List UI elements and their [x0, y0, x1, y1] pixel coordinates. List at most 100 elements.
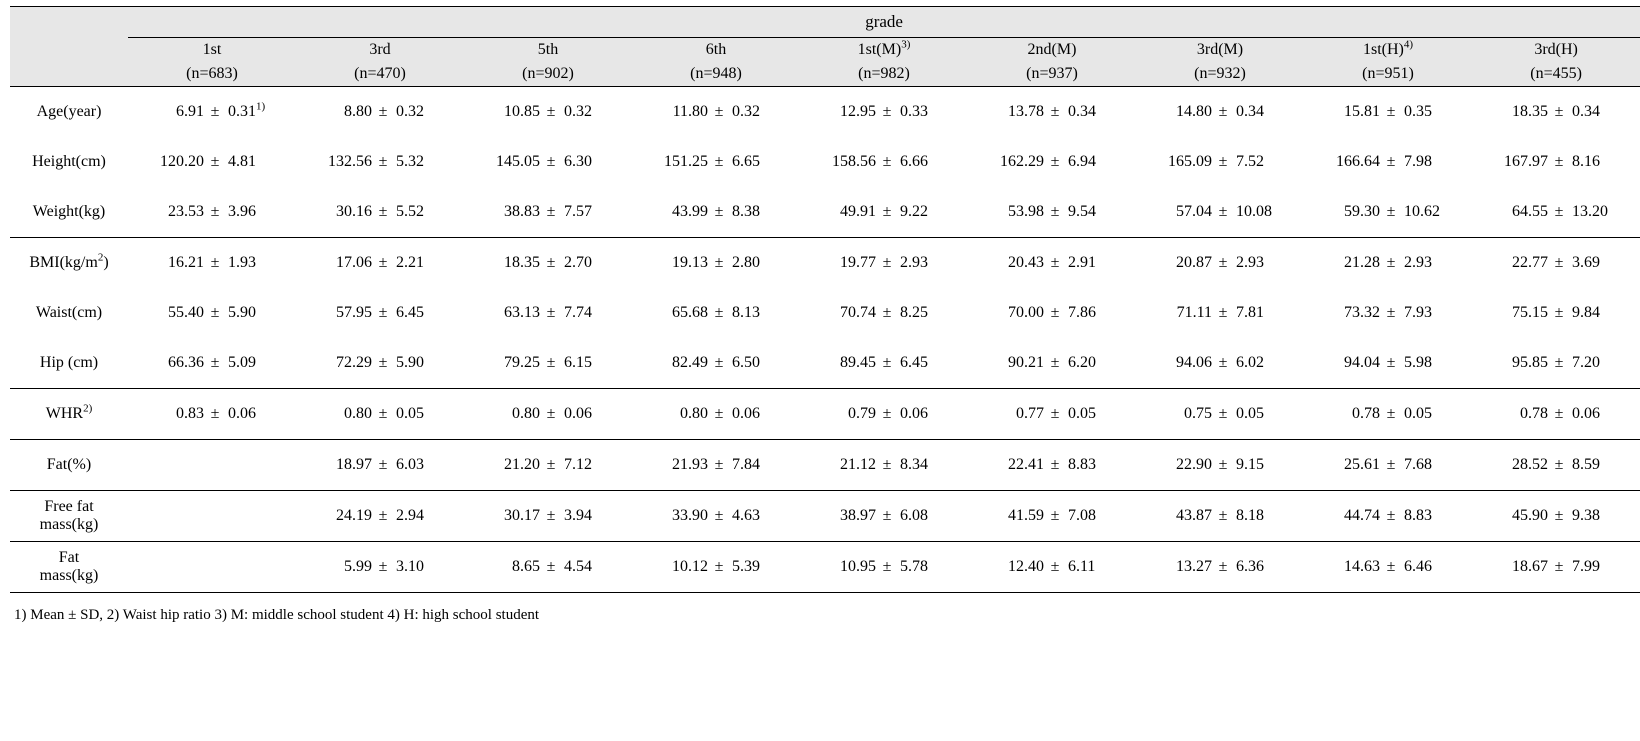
- cell-sd: 8.38: [728, 187, 800, 238]
- cell-plusminus: ±: [1214, 238, 1232, 289]
- cell-plusminus: ±: [878, 187, 896, 238]
- cell-sd: 0.32: [392, 87, 464, 138]
- cell-mean: 79.25: [464, 338, 542, 389]
- cell-plusminus: ±: [1382, 389, 1400, 440]
- cell-mean: 0.80: [464, 389, 542, 440]
- cell-sd: 7.98: [1400, 137, 1472, 187]
- cell-sd: 5.39: [728, 542, 800, 593]
- row-label: Weight(kg): [10, 187, 128, 238]
- cell-sd: 2.93: [1400, 238, 1472, 289]
- cell-mean: 0.75: [1136, 389, 1214, 440]
- header-group-n: (n=932): [1136, 62, 1304, 87]
- cell-sd: 6.36: [1232, 542, 1304, 593]
- cell-plusminus: ±: [1382, 238, 1400, 289]
- cell-plusminus: ±: [542, 238, 560, 289]
- cell-mean: 8.65: [464, 542, 542, 593]
- cell-mean: 94.06: [1136, 338, 1214, 389]
- header-group-title: 5th: [464, 38, 632, 63]
- cell-sd: [224, 491, 296, 542]
- cell-sd: 6.30: [560, 137, 632, 187]
- cell-sd: 0.34: [1568, 87, 1640, 138]
- cell-sd: 6.15: [560, 338, 632, 389]
- cell-plusminus: ±: [542, 137, 560, 187]
- cell-plusminus: ±: [206, 238, 224, 289]
- cell-plusminus: ±: [1046, 491, 1064, 542]
- cell-mean: 162.29: [968, 137, 1046, 187]
- cell-mean: 65.68: [632, 288, 710, 338]
- cell-sd: 6.11: [1064, 542, 1136, 593]
- cell-mean: 0.78: [1472, 389, 1550, 440]
- cell-plusminus: ±: [1046, 137, 1064, 187]
- cell-plusminus: ±: [878, 338, 896, 389]
- cell-plusminus: ±: [1550, 338, 1568, 389]
- cell-plusminus: ±: [374, 338, 392, 389]
- cell-plusminus: ±: [1550, 491, 1568, 542]
- cell-plusminus: ±: [710, 389, 728, 440]
- cell-plusminus: ±: [1214, 187, 1232, 238]
- cell-sd: 0.05: [1064, 389, 1136, 440]
- cell-plusminus: ±: [374, 137, 392, 187]
- cell-plusminus: ±: [1382, 87, 1400, 138]
- cell-plusminus: ±: [1550, 87, 1568, 138]
- cell-sd: 8.83: [1400, 491, 1472, 542]
- cell-sd: 2.93: [896, 238, 968, 289]
- cell-mean: [128, 491, 206, 542]
- cell-sd: 10.08: [1232, 187, 1304, 238]
- cell-sd: 0.06: [224, 389, 296, 440]
- cell-sd: 4.63: [728, 491, 800, 542]
- cell-plusminus: ±: [206, 338, 224, 389]
- cell-mean: 0.80: [296, 389, 374, 440]
- cell-mean: 63.13: [464, 288, 542, 338]
- cell-mean: 120.20: [128, 137, 206, 187]
- cell-sd: 2.21: [392, 238, 464, 289]
- cell-sd: 7.93: [1400, 288, 1472, 338]
- cell-sd: 7.52: [1232, 137, 1304, 187]
- cell-sd: 6.08: [896, 491, 968, 542]
- cell-sd: 0.05: [392, 389, 464, 440]
- cell-mean: 95.85: [1472, 338, 1550, 389]
- cell-mean: 0.83: [128, 389, 206, 440]
- cell-sd: 3.69: [1568, 238, 1640, 289]
- cell-sd: 6.46: [1400, 542, 1472, 593]
- cell-plusminus: ±: [1046, 238, 1064, 289]
- cell-sd: 1.93: [224, 238, 296, 289]
- cell-sd: 8.83: [1064, 440, 1136, 491]
- cell-sd: 0.32: [728, 87, 800, 138]
- cell-plusminus: ±: [710, 238, 728, 289]
- cell-mean: 21.20: [464, 440, 542, 491]
- cell-plusminus: ±: [710, 440, 728, 491]
- cell-sd: 7.86: [1064, 288, 1136, 338]
- cell-mean: 38.83: [464, 187, 542, 238]
- cell-mean: 16.21: [128, 238, 206, 289]
- cell-mean: 8.80: [296, 87, 374, 138]
- cell-sd: 0.311): [224, 87, 296, 138]
- header-group-title: 3rd: [296, 38, 464, 63]
- anthropometry-table: grade1st3rd5th6th1st(M)3)2nd(M)3rd(M)1st…: [10, 6, 1640, 593]
- cell-plusminus: ±: [710, 338, 728, 389]
- cell-sd: 9.15: [1232, 440, 1304, 491]
- cell-plusminus: ±: [206, 137, 224, 187]
- cell-plusminus: ±: [206, 187, 224, 238]
- cell-plusminus: ±: [1214, 137, 1232, 187]
- cell-plusminus: ±: [1046, 338, 1064, 389]
- cell-plusminus: ±: [710, 288, 728, 338]
- cell-sd: 0.05: [1232, 389, 1304, 440]
- cell-mean: 15.81: [1304, 87, 1382, 138]
- cell-mean: 22.41: [968, 440, 1046, 491]
- cell-sd: 7.20: [1568, 338, 1640, 389]
- cell-plusminus: ±: [710, 137, 728, 187]
- cell-sd: 8.18: [1232, 491, 1304, 542]
- header-group-n: (n=948): [632, 62, 800, 87]
- cell-sd: 8.25: [896, 288, 968, 338]
- cell-sd: 9.54: [1064, 187, 1136, 238]
- cell-mean: 21.12: [800, 440, 878, 491]
- cell-sd: 5.78: [896, 542, 968, 593]
- cell-mean: 17.06: [296, 238, 374, 289]
- cell-plusminus: ±: [374, 238, 392, 289]
- cell-sd: 7.99: [1568, 542, 1640, 593]
- row-label: WHR2): [10, 389, 128, 440]
- cell-plusminus: ±: [878, 440, 896, 491]
- cell-mean: 0.79: [800, 389, 878, 440]
- cell-plusminus: ±: [1550, 389, 1568, 440]
- cell-mean: 10.85: [464, 87, 542, 138]
